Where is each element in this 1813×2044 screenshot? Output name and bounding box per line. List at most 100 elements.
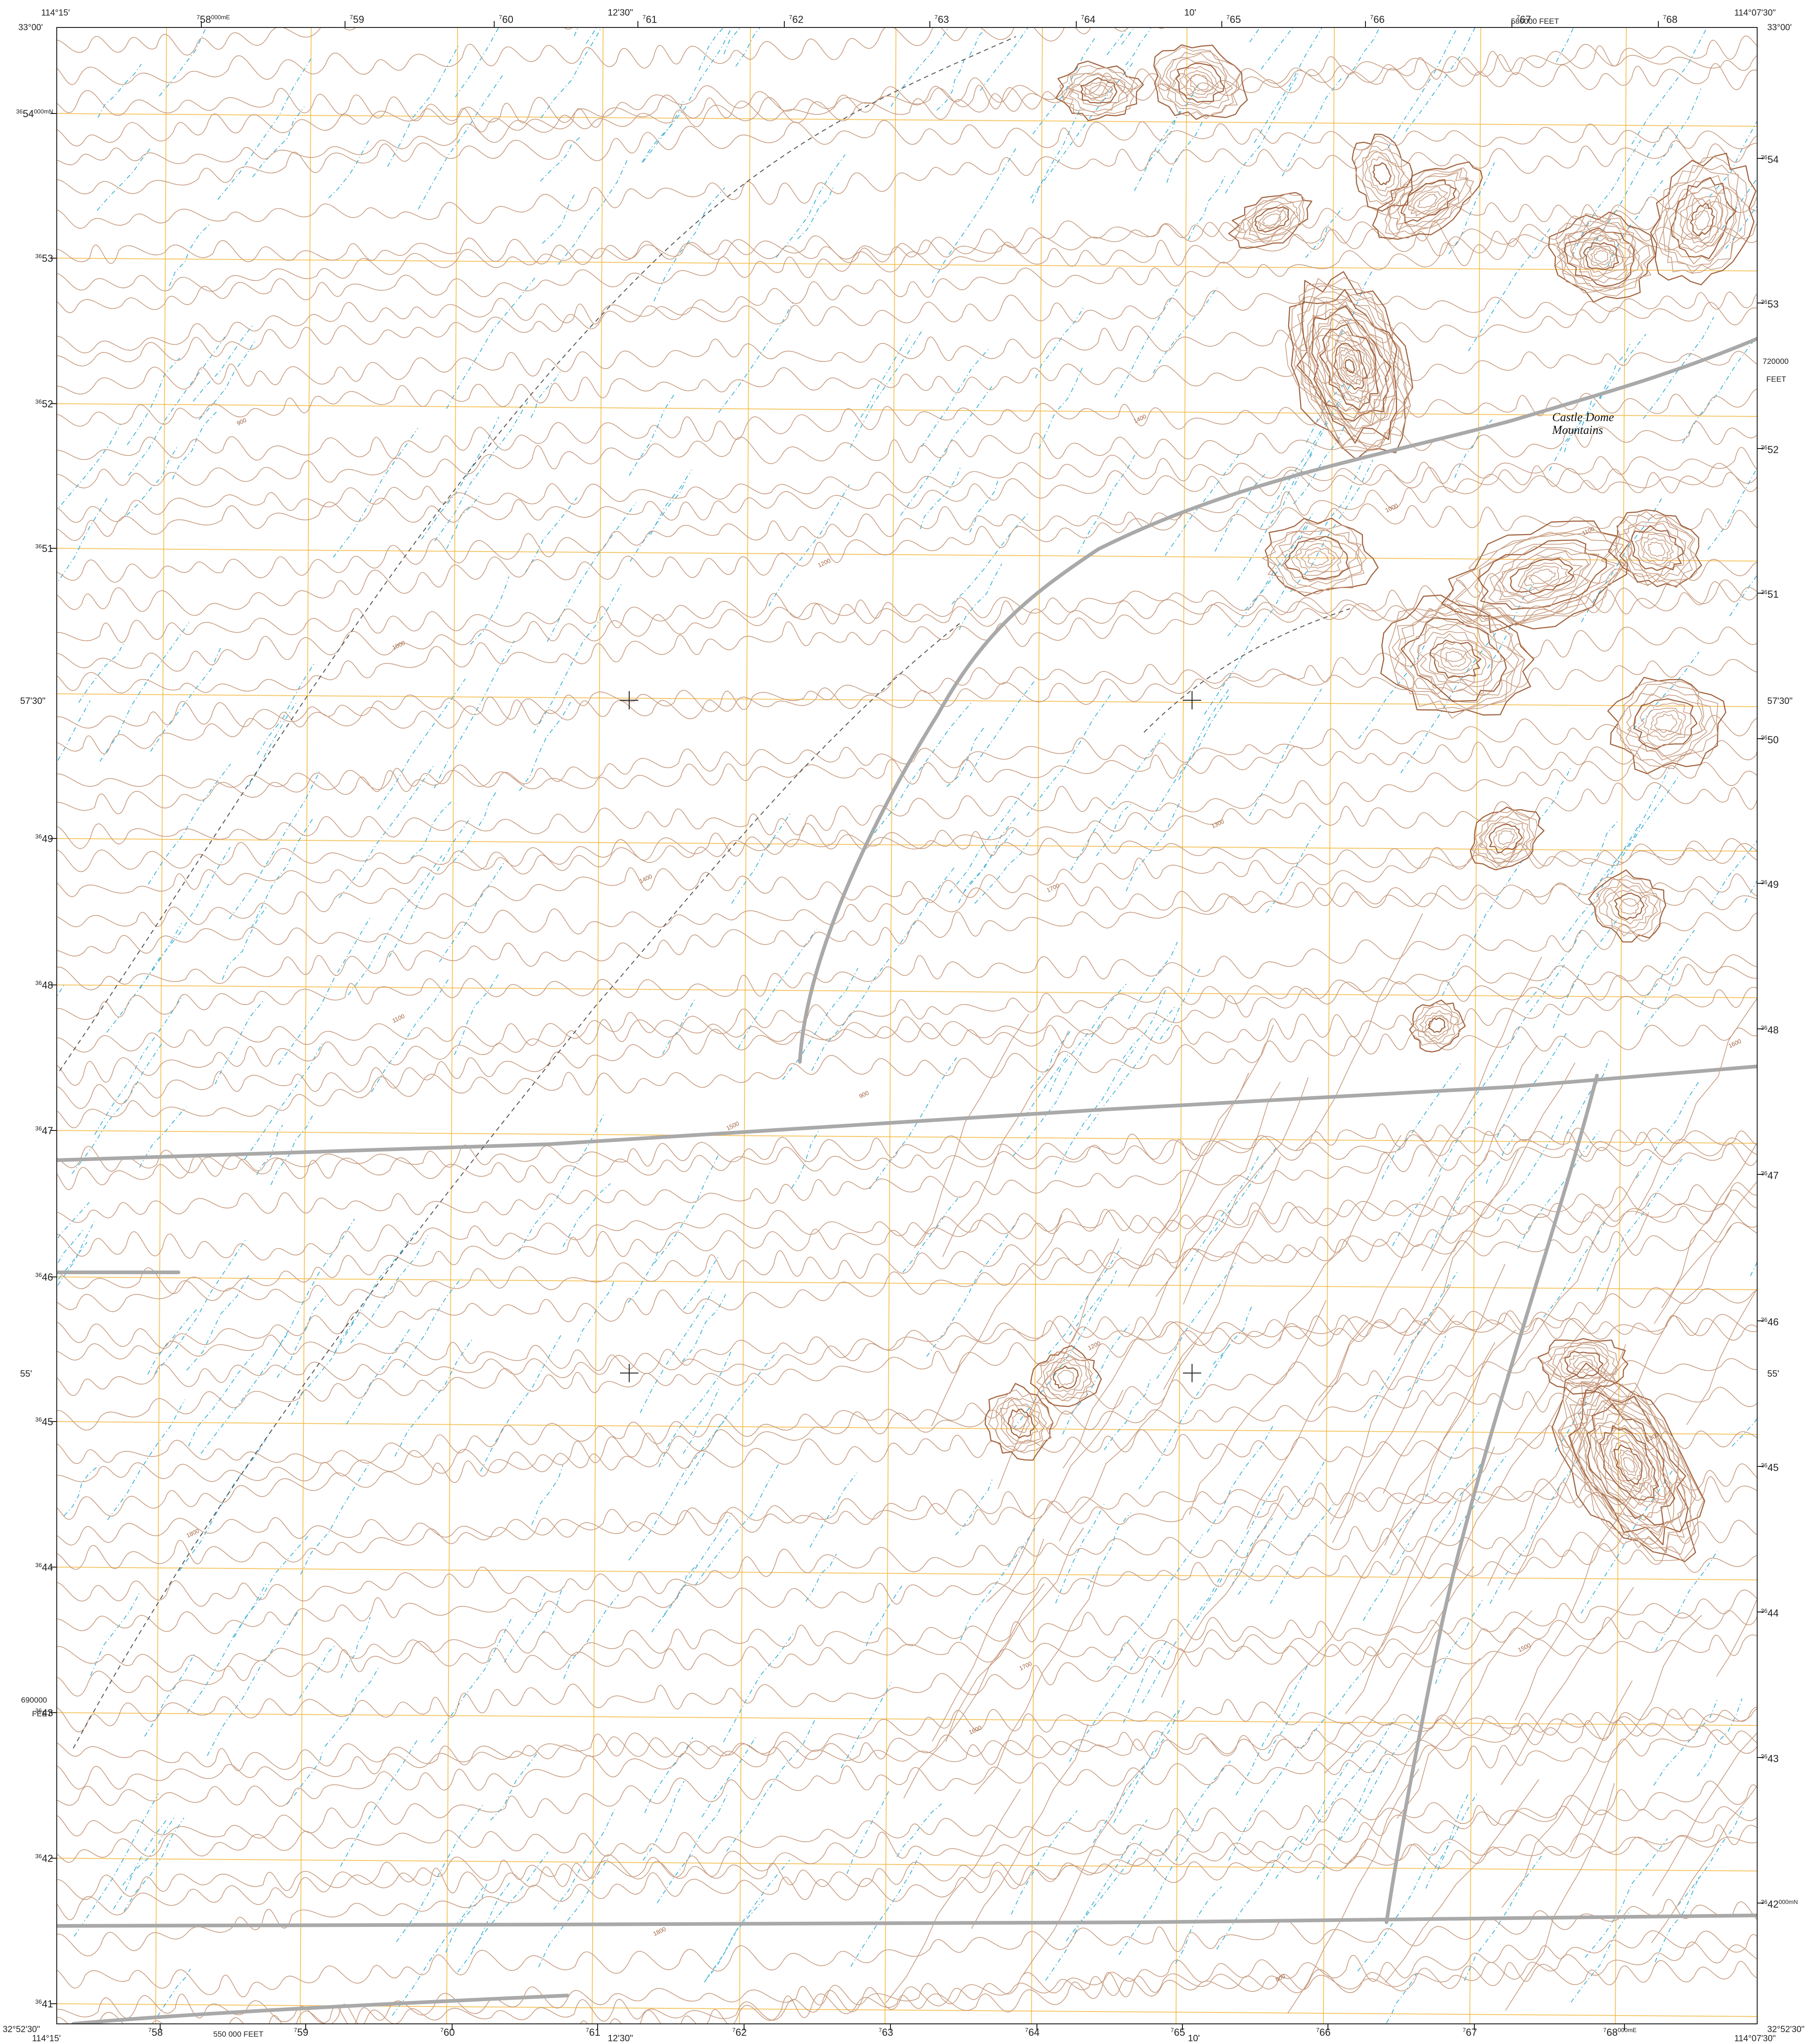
peak-contour-16 xyxy=(1030,1345,1102,1407)
drainage-line xyxy=(963,829,1014,893)
drainage-line xyxy=(334,1232,415,1355)
peak-contour-16 xyxy=(1057,1370,1074,1386)
drainage-line xyxy=(107,1399,185,1520)
trail-0 xyxy=(59,36,1016,1071)
contour-line xyxy=(57,659,1757,754)
drainage-line xyxy=(186,1275,249,1371)
peak-contour-12 xyxy=(1625,686,1707,761)
fan-contour xyxy=(1128,1072,1249,1287)
peak-contour-7 xyxy=(1372,162,1392,185)
top-mid-lon-2: 10' xyxy=(1184,8,1196,18)
right-utm-label: 3644 xyxy=(1761,1607,1779,1619)
left-feet-unit: FEET xyxy=(32,1709,52,1718)
drainage-line xyxy=(651,1513,732,1633)
contour-line xyxy=(57,1024,1757,1128)
peak-contour-9 xyxy=(1398,614,1515,703)
fan-contour xyxy=(1428,957,1542,1177)
drainage-line xyxy=(866,1585,902,1646)
drainage-line xyxy=(538,1857,609,1968)
contour-line xyxy=(57,120,1757,195)
drainage-line xyxy=(1142,1573,1223,1703)
drainage-line xyxy=(144,1653,195,1737)
peak-contour-7 xyxy=(1364,151,1400,197)
drainage-line xyxy=(148,763,231,885)
contour-line xyxy=(57,389,1757,461)
peak-contour-6 xyxy=(1189,74,1209,92)
drainage-line xyxy=(200,1333,288,1454)
drainage-line xyxy=(1134,81,1201,191)
contour-line xyxy=(57,559,1757,643)
grid-northing-11 xyxy=(57,1712,1757,1726)
peak-contour-10 xyxy=(1269,530,1363,591)
drainage-line xyxy=(340,1617,371,1678)
bottom-utm-label: 762 xyxy=(732,2027,747,2038)
left-utm-label: 3654000mN xyxy=(16,108,53,119)
top-utm-label: 765 xyxy=(1226,14,1241,25)
drainage-line xyxy=(139,1106,187,1168)
drainage-line xyxy=(1655,1876,1700,1963)
drainage-line xyxy=(1114,286,1180,398)
drainage-line xyxy=(890,27,949,107)
castle-dome-mountains-label: Castle Dome xyxy=(1552,411,1614,424)
contour-line xyxy=(57,1287,1757,1396)
left-utm-label: 3647 xyxy=(35,1125,53,1136)
peak-contour-4 xyxy=(1228,192,1312,249)
peak-contour-5 xyxy=(1084,82,1113,102)
drainage-line xyxy=(1070,733,1166,871)
peak-contour-13 xyxy=(1472,809,1538,869)
fan-contour xyxy=(1393,1149,1519,1356)
drainage-line xyxy=(701,1737,756,1817)
drainage-line xyxy=(533,584,622,734)
drainage-line xyxy=(1434,1449,1489,1532)
drainage-line xyxy=(57,700,91,763)
drainage-line xyxy=(541,1586,564,1634)
contour-line xyxy=(57,447,1757,523)
top-mid-lon-1: 12'30" xyxy=(608,8,633,18)
drainage-line xyxy=(439,860,506,963)
drainage-line xyxy=(1231,1518,1273,1586)
fan-contour xyxy=(945,1527,1084,1742)
drainage-line xyxy=(797,184,835,239)
drainage-line xyxy=(791,1129,820,1189)
drainage-line xyxy=(1011,1810,1078,1915)
drainage-line xyxy=(1398,1412,1479,1532)
peak-contour-3 xyxy=(1654,156,1748,274)
fan-contour xyxy=(932,1538,1044,1742)
road-2 xyxy=(1385,1074,1599,1924)
peak-contour-3 xyxy=(1662,167,1738,267)
peak-contour-17 xyxy=(988,1389,1053,1454)
fan-contour xyxy=(1385,1779,1539,1983)
peak-contour-13 xyxy=(1484,821,1525,856)
fan-contour xyxy=(986,1390,1123,1602)
peak-contour-6 xyxy=(1170,58,1227,106)
corner-br-lon: 114°07'30" xyxy=(1734,2034,1776,2044)
road-3 xyxy=(57,1914,1757,1928)
drainage-line xyxy=(1149,108,1182,161)
peak-contour-14 xyxy=(1558,1366,1704,1561)
right-utm-label: 3646 xyxy=(1761,1316,1779,1328)
contour-line xyxy=(580,1960,1757,2024)
drainage-line xyxy=(1489,1455,1581,1604)
fan-contour xyxy=(1063,1231,1206,1469)
drainage-line xyxy=(78,639,126,703)
drainage-line xyxy=(377,678,466,810)
contour-line xyxy=(57,782,1757,872)
peak-contour-0 xyxy=(1285,277,1413,450)
drainage-line xyxy=(735,27,761,67)
peak-contour-10 xyxy=(1284,535,1349,581)
drainage-line xyxy=(1123,1640,1168,1723)
peak-contour-3 xyxy=(1681,195,1722,244)
peak-contour-0 xyxy=(1297,291,1406,447)
drainage-line xyxy=(1682,335,1757,443)
fan-contour xyxy=(1155,1081,1281,1297)
drainage-line xyxy=(234,1534,310,1638)
contour-line xyxy=(57,1357,1757,1464)
grid-northing-6 xyxy=(57,984,1757,998)
fan-contour xyxy=(1514,1212,1649,1440)
peak-contour-5 xyxy=(1089,84,1109,98)
drainage-line xyxy=(682,1294,726,1362)
drainage-line xyxy=(1582,120,1673,259)
peak-contour-8 xyxy=(1488,546,1600,609)
drainage-line xyxy=(1013,1021,1103,1157)
drainage-line xyxy=(1517,1130,1600,1249)
